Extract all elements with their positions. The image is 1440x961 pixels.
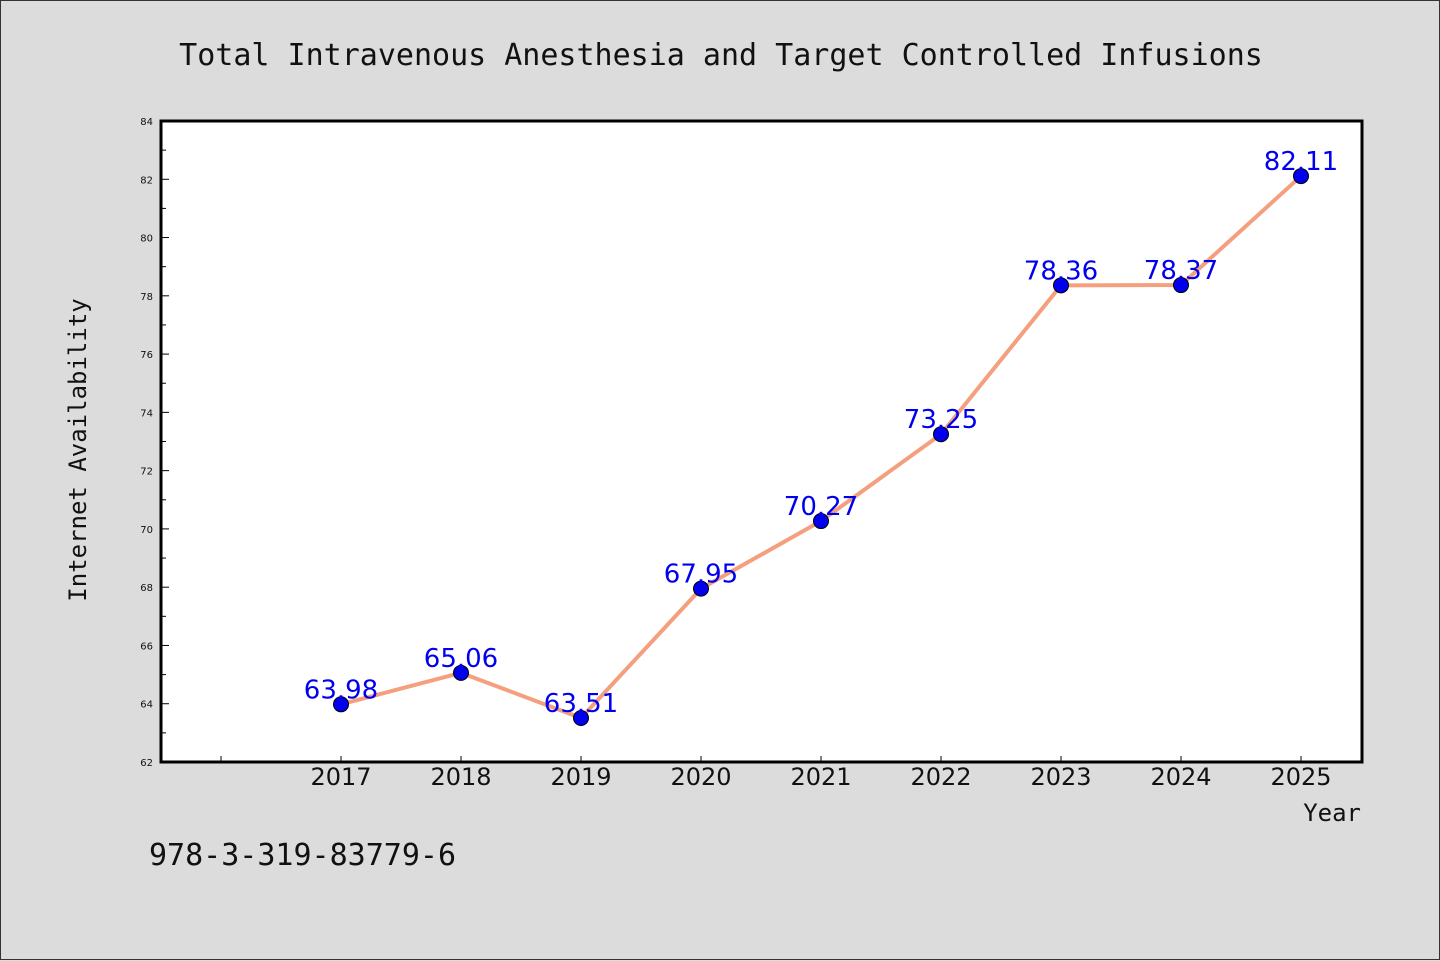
data-label: 63.98 xyxy=(304,675,378,705)
y-axis: 62 64 66 68 70 72 74 76 78 80 82 84 xyxy=(140,117,169,769)
data-label: 82.11 xyxy=(1264,147,1338,177)
y-tick-label: 66 xyxy=(140,641,153,652)
data-point xyxy=(453,664,469,681)
y-tick-label: 72 xyxy=(140,467,153,478)
y-tick-label: 70 xyxy=(140,525,153,536)
y-tick-label: 84 xyxy=(140,117,153,128)
data-label: 78.37 xyxy=(1144,256,1218,286)
data-label: 63.51 xyxy=(544,689,618,719)
data-label: 73.25 xyxy=(904,405,978,435)
x-tick-label: 2024 xyxy=(1150,763,1211,791)
y-tick-label: 64 xyxy=(140,700,153,711)
y-tick-label: 62 xyxy=(140,758,153,769)
y-tick-label: 80 xyxy=(140,234,153,245)
data-point xyxy=(333,696,349,713)
data-point xyxy=(1173,277,1189,294)
y-axis-label: Internet Availability xyxy=(64,298,92,601)
x-tick-label: 2022 xyxy=(910,763,971,791)
y-tick-label: 68 xyxy=(140,583,153,594)
y-tick-label: 82 xyxy=(140,175,153,186)
y-tick-label: 78 xyxy=(140,292,153,303)
data-label: 78.36 xyxy=(1024,256,1098,286)
x-axis: 2017 2018 2019 2020 2021 2022 2023 2024 2025 xyxy=(220,756,1332,791)
series-line-group: 63.98 65.06 63.51 67.95 70.27 73.25 78.36 78.37… xyxy=(304,147,1338,727)
data-point xyxy=(813,513,829,530)
y-tick-label: 74 xyxy=(140,408,153,419)
x-tick-label: 2021 xyxy=(790,763,851,791)
data-label: 65.06 xyxy=(424,644,498,674)
data-label: 70.27 xyxy=(784,492,858,522)
y-tick-label: 76 xyxy=(140,350,153,361)
chart-title: Total Intravenous Anesthesia and Target … xyxy=(179,38,1263,73)
x-tick-label: 2017 xyxy=(310,763,371,791)
isbn-footnote: 978-3-319-83779-6 xyxy=(149,838,456,873)
x-tick-label: 2025 xyxy=(1270,763,1331,791)
x-axis-label: Year xyxy=(1303,799,1361,827)
data-point xyxy=(573,710,589,727)
x-tick-label: 2020 xyxy=(670,763,731,791)
x-tick-label: 2018 xyxy=(430,763,491,791)
data-point xyxy=(693,580,709,597)
data-point xyxy=(1293,168,1309,185)
data-point xyxy=(933,426,949,443)
x-tick-label: 2023 xyxy=(1030,763,1091,791)
data-point xyxy=(1053,277,1069,294)
x-tick-label: 2019 xyxy=(550,763,611,791)
plot-area xyxy=(159,119,1364,764)
data-label: 67.95 xyxy=(664,560,738,590)
